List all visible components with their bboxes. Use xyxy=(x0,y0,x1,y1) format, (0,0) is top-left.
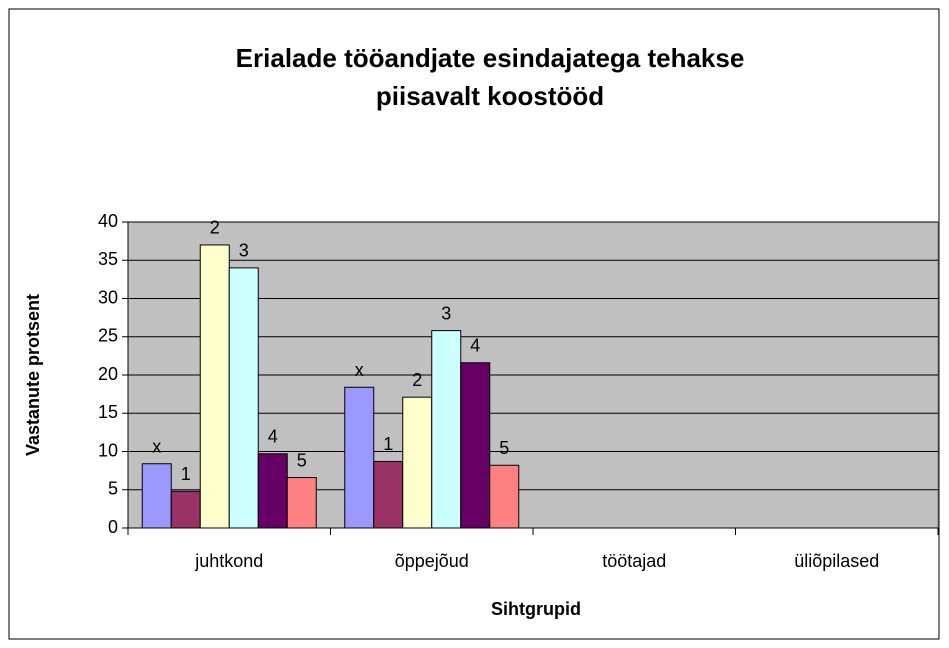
bar xyxy=(286,477,317,529)
data-label: 5 xyxy=(499,438,509,458)
data-label: x xyxy=(355,360,364,380)
data-label: 1 xyxy=(383,434,393,454)
bar xyxy=(170,490,201,529)
y-tick-label: 0 xyxy=(108,517,118,537)
bar xyxy=(228,267,259,529)
x-axis-title: Sihtgrupid xyxy=(491,599,581,619)
data-label: 3 xyxy=(441,303,451,323)
data-label: 3 xyxy=(239,241,249,261)
data-label: 2 xyxy=(210,218,220,238)
bar xyxy=(344,386,375,529)
data-label: 5 xyxy=(297,450,307,470)
data-label: 1 xyxy=(181,464,191,484)
y-tick-label: 10 xyxy=(98,440,118,460)
y-tick-label: 40 xyxy=(98,211,118,231)
y-axis-title: Vastanute protsent xyxy=(23,294,43,456)
bar xyxy=(460,362,491,529)
y-tick-label: 5 xyxy=(108,479,118,499)
data-label: x xyxy=(152,436,161,456)
y-tick-label: 20 xyxy=(98,364,118,384)
bar xyxy=(141,463,172,529)
chart-title: piisavalt koostööd xyxy=(376,81,604,111)
data-label: 4 xyxy=(268,427,278,447)
x-tick-label: juhtkond xyxy=(194,551,263,571)
x-tick-label: õppejõud xyxy=(395,551,469,571)
bar xyxy=(431,330,462,529)
x-tick-label: üliõpilased xyxy=(794,551,879,571)
bar xyxy=(373,460,404,529)
bar xyxy=(199,244,230,529)
y-tick-label: 15 xyxy=(98,402,118,422)
bar xyxy=(257,453,288,529)
bar xyxy=(489,464,520,529)
bar xyxy=(402,396,433,529)
y-tick-label: 35 xyxy=(98,249,118,269)
y-tick-label: 25 xyxy=(98,326,118,346)
data-label: 4 xyxy=(470,336,480,356)
y-tick-label: 30 xyxy=(98,287,118,307)
data-label: 2 xyxy=(412,370,422,390)
chart-title: Erialade tööandjate esindajatega tehakse xyxy=(236,43,745,73)
x-tick-label: töötajad xyxy=(602,551,666,571)
